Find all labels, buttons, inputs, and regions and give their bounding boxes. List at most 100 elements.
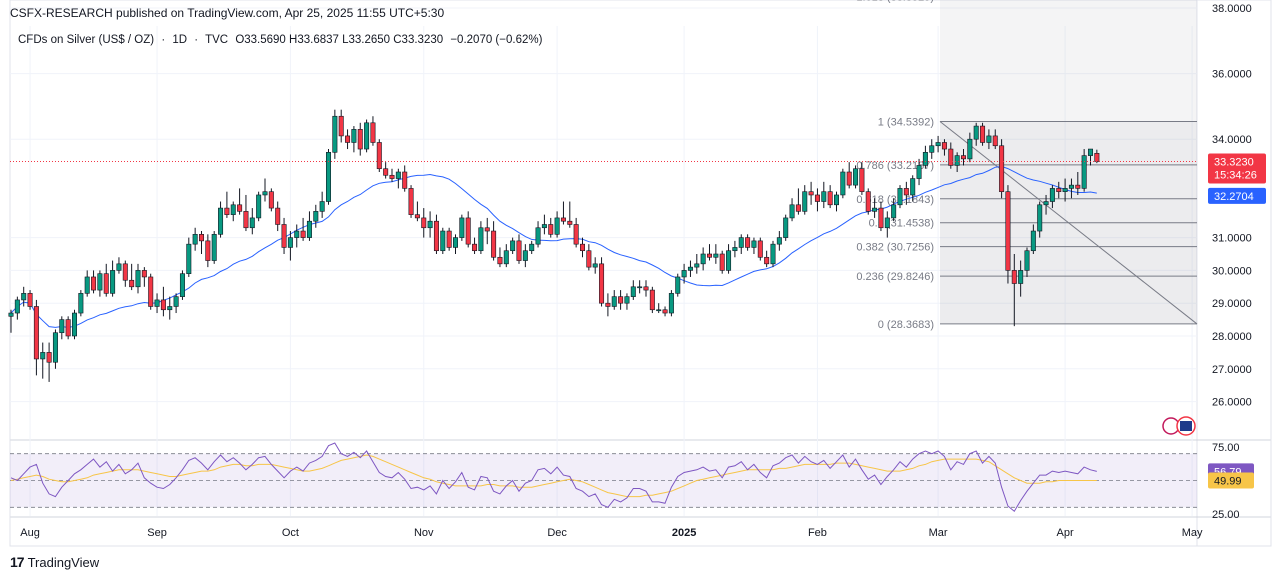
candle-body: [967, 138, 973, 160]
candle-body: [199, 234, 205, 242]
candle-body: [726, 250, 732, 271]
fib-level-label: 0.382 (30.7256): [856, 242, 934, 254]
candle-body: [732, 247, 738, 252]
symbol-interval: 1D: [172, 34, 188, 46]
candle-body: [522, 250, 528, 261]
candle-body: [275, 207, 281, 225]
candle-body: [186, 243, 192, 274]
candle-body: [783, 217, 789, 238]
candle-body: [624, 296, 630, 304]
symbol-source: TVC: [205, 34, 229, 46]
candle-body: [738, 237, 744, 248]
candle-body: [1062, 188, 1068, 192]
candle-body: [643, 286, 649, 291]
price-tick-label: 36.0000: [1212, 69, 1252, 81]
symbol-name[interactable]: CFDs on Silver (US$ / OZ): [18, 34, 155, 46]
candle-body: [478, 227, 484, 252]
symbol-legend: CFDs on Silver (US$ / OZ) · 1D · TVC O33…: [18, 34, 546, 46]
publisher-line: CSFX-RESEARCH published on TradingView.c…: [10, 6, 445, 20]
candle-body: [675, 276, 681, 294]
candle-body: [535, 227, 541, 245]
candle-body: [110, 270, 116, 294]
candle-body: [78, 293, 84, 314]
candle-body: [745, 237, 751, 248]
candle-body: [59, 319, 65, 334]
candle-body: [853, 168, 859, 186]
tradingview-logo[interactable]: 17 TradingView: [10, 554, 99, 570]
candle-body: [218, 207, 224, 235]
candle-body: [687, 266, 693, 271]
candle-body: [33, 306, 39, 360]
candle-body: [999, 145, 1005, 192]
candle-body: [332, 115, 338, 153]
candle-body: [211, 234, 217, 261]
candle-body: [757, 240, 763, 258]
candle-body: [579, 243, 585, 252]
candle-body: [630, 286, 636, 297]
candle-body: [287, 237, 293, 248]
candle-body: [224, 207, 230, 215]
time-tick-label: Aug: [20, 527, 40, 539]
candle-body: [141, 270, 147, 278]
candle-body: [865, 191, 871, 212]
candle-body: [541, 224, 547, 229]
candle-body: [573, 224, 579, 245]
candle-body: [814, 194, 820, 202]
time-tick-label: Apr: [1057, 527, 1074, 539]
candle-body: [1094, 153, 1100, 162]
candle-body: [497, 256, 503, 265]
candle-body: [116, 263, 122, 271]
candle-body: [1011, 270, 1017, 284]
symbol-change: −0.2070 (−0.62%): [450, 34, 543, 46]
candle-body: [1081, 155, 1087, 189]
candle-body: [97, 273, 103, 291]
candle-body: [313, 211, 319, 222]
candle-body: [357, 129, 363, 150]
candle-body: [554, 217, 560, 235]
candle-body: [649, 289, 655, 311]
separator-dot: ·: [161, 34, 166, 46]
candle-body: [256, 194, 262, 219]
candle-body: [960, 155, 966, 160]
candle-body: [433, 220, 439, 252]
fib-level-label: 1 (34.5392): [878, 117, 934, 129]
candle-body: [370, 122, 376, 143]
candle-body: [281, 224, 287, 248]
candle-body: [402, 171, 408, 189]
candle-body: [662, 309, 668, 314]
candle-body: [84, 276, 90, 294]
candle-body: [325, 152, 331, 202]
fib-level-label: 0 (28.3683): [878, 319, 934, 331]
candle-body: [973, 125, 979, 140]
candle-body: [383, 168, 389, 176]
candle-body: [243, 211, 249, 229]
price-tick-label: 30.0000: [1212, 265, 1252, 277]
last-price-badge: [1208, 153, 1266, 184]
separator-dot: ·: [194, 34, 199, 46]
candle-body: [548, 224, 554, 235]
candle-body: [484, 227, 490, 232]
fib-trend-line: [939, 121, 1198, 325]
candle-body: [605, 302, 611, 307]
candle-body: [567, 220, 573, 225]
candle-body: [122, 263, 128, 281]
candle-body: [129, 279, 135, 288]
sma-value-label: 32.2704: [1214, 191, 1254, 203]
candle-body: [1088, 148, 1094, 156]
candle-body: [916, 165, 922, 179]
candle-body: [268, 191, 274, 209]
fib-extension-zone: [940, 0, 1197, 122]
candle-body: [173, 296, 179, 307]
price-tick-label: 29.0000: [1212, 298, 1252, 310]
fib-level-label: 0.236 (29.8246): [856, 271, 934, 283]
candle-body: [859, 168, 865, 192]
time-tick-label: Oct: [282, 527, 299, 539]
candle-body: [586, 250, 592, 268]
candle-body: [1018, 270, 1024, 284]
tradingview-icon: 17: [10, 554, 25, 570]
bar-countdown-label: 15:34:26: [1214, 170, 1257, 182]
candle-body: [364, 122, 370, 150]
candle-body: [910, 178, 916, 196]
candle-body: [694, 263, 700, 268]
